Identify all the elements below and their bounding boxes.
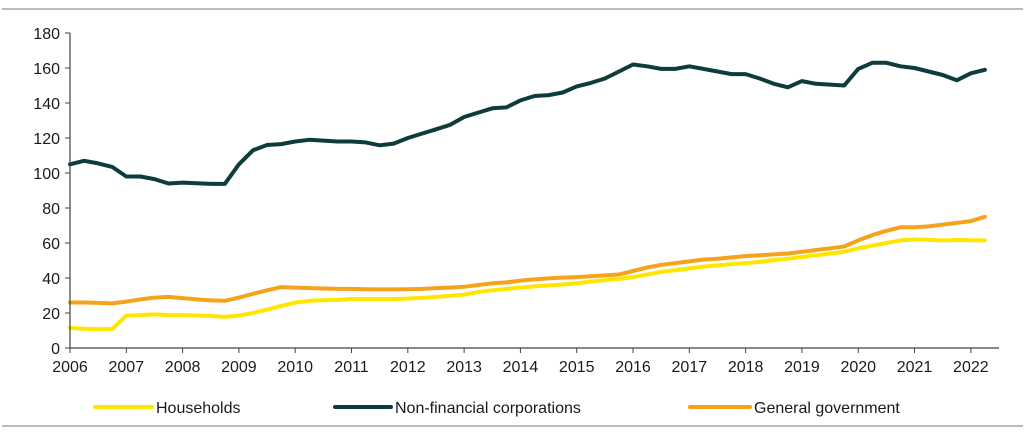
series-line-non-financial-corporations [68,60,987,186]
x-tick-label: 2019 [784,359,820,376]
y-tick-label: 140 [33,96,60,113]
x-tick-label: 2013 [446,359,482,376]
x-tick-label: 2012 [390,359,426,376]
y-axis: 0 20 40 60 80 100 120 140 160 180 [33,26,71,358]
legend-label-households: Households [156,400,241,417]
x-tick-label: 2017 [672,359,708,376]
legend-label-general-government: General government [754,400,900,417]
y-tick-label: 120 [33,131,60,148]
x-tick-label: 2022 [953,359,989,376]
y-tick-label: 40 [42,271,60,288]
legend: Households Non-financial corporations Gene… [93,400,900,417]
x-tick-label: 2008 [165,359,201,376]
series-line-households [68,237,987,332]
x-tick-label: 2014 [503,359,539,376]
x-tick-label: 2016 [615,359,651,376]
x-axis: 2006 2007 2008 2009 2010 2011 2012 2013 2014 2015… [52,347,999,376]
x-tick-label: 2006 [52,359,88,376]
x-tick-label: 2010 [277,359,313,376]
y-tick-label: 160 [33,61,60,78]
y-tick-label: 20 [42,306,60,323]
y-tick-label: 100 [33,166,60,183]
x-tick-label: 2021 [897,359,933,376]
x-tick-label: 2018 [728,359,764,376]
x-tick-label: 2007 [109,359,145,376]
series-line-general-government [68,214,987,306]
y-tick-label: 80 [42,201,60,218]
x-tick-label: 2011 [334,359,369,376]
y-tick-label: 180 [33,26,60,43]
x-tick-label: 2020 [840,359,876,376]
y-tick-label: 60 [42,236,60,253]
plot-area [68,60,987,332]
x-tick-label: 2015 [559,359,595,376]
legend-label-non-financial-corporations: Non-financial corporations [395,400,581,417]
y-tick-label: 0 [51,341,60,358]
x-tick-label: 2009 [221,359,257,376]
